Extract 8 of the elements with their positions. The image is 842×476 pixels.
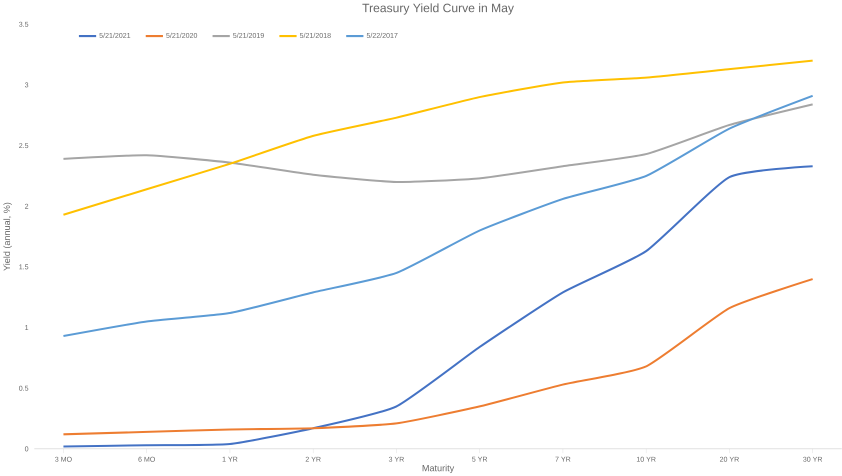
line-series [62, 59, 814, 216]
line-series [62, 103, 814, 183]
x-axis-title: Maturity [422, 464, 454, 473]
chart-title: Treasury Yield Curve in May [362, 3, 514, 14]
line-series [62, 94, 814, 337]
y-axis-title: Yield (annual, %) [3, 202, 12, 271]
line-series [62, 164, 814, 448]
line-series [62, 278, 814, 436]
